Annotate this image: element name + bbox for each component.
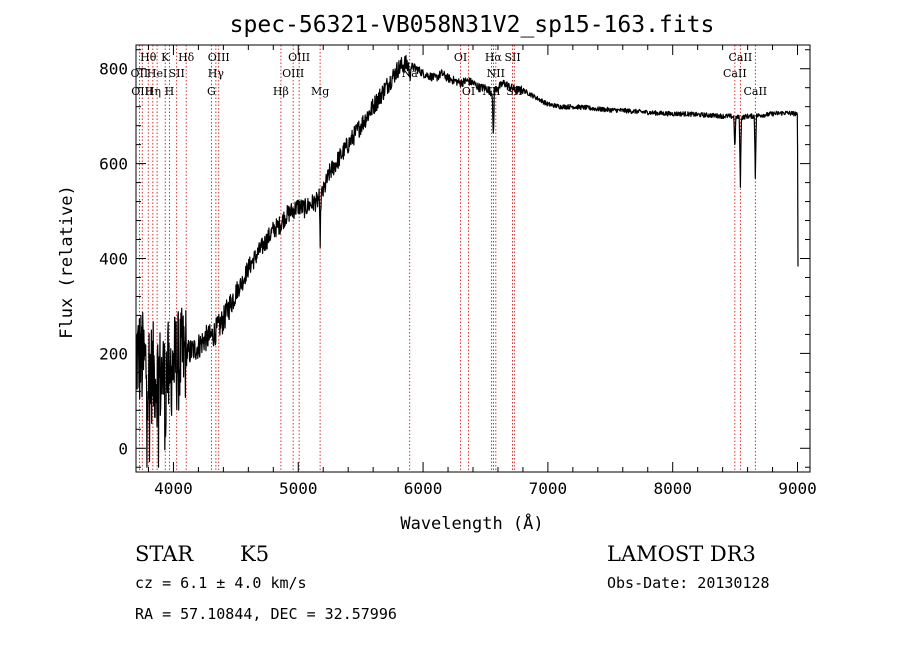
emission-line-label: HeI [147, 67, 167, 80]
x-tick-label: 9000 [778, 479, 817, 498]
emission-line-label: Hθ [140, 51, 157, 64]
x-tick-label: 7000 [529, 479, 568, 498]
emission-line-label: OIII [208, 51, 230, 64]
y-axis-ticks: 0 200 400 600 800 [99, 49, 810, 468]
emission-line-label: SII [169, 67, 185, 80]
emission-line-labels: OII OIII Hθ Hη HeI K H SII Hδ G Hγ OIII Hβ OIII OIII Mg… [131, 51, 768, 98]
emission-line-label: OII [131, 67, 149, 80]
coordinates: RA = 57.10844, DEC = 32.57996 [135, 605, 397, 623]
x-tick-label: 8000 [653, 479, 692, 498]
plot-frame [135, 44, 811, 473]
y-tick-label: 800 [99, 60, 128, 79]
emission-line-label: NII [487, 67, 505, 80]
observation-date: Obs-Date: 20130128 [607, 574, 770, 592]
spectrum-series-line [135, 54, 799, 468]
y-tick-label: 0 [118, 439, 128, 458]
emission-line-label: Hβ [273, 85, 289, 98]
emission-line-label: OIII [282, 67, 304, 80]
object-class: STAR [135, 542, 194, 566]
emission-line-label: OI [462, 85, 475, 98]
redshift-cz: cz = 6.1 ± 4.0 km/s [135, 574, 307, 592]
y-axis-label: Flux (relative) [57, 185, 77, 339]
x-axis-label: Wavelength (Å) [400, 512, 543, 534]
x-tick-label: 4000 [154, 479, 193, 498]
x-axis-ticks: 4000 5000 6000 7000 8000 9000 [147, 45, 817, 498]
emission-line-label: OIII [131, 85, 153, 98]
emission-line-label: H [165, 85, 175, 98]
emission-line-label: Hη [145, 85, 161, 98]
y-tick-label: 200 [99, 344, 128, 363]
emission-line-label: OIII [288, 51, 310, 64]
y-tick-label: 600 [99, 155, 128, 174]
emission-line-label: CaII [729, 51, 753, 64]
emission-line-label: SII [504, 51, 520, 64]
emission-line-label: Hγ [208, 67, 225, 80]
y-tick-label: 400 [99, 250, 128, 269]
emission-line-label: Hδ [178, 51, 195, 64]
chart-title: spec-56321-VB058N31V2_sp15-163.fits [230, 12, 715, 38]
emission-line-label: Mg [311, 85, 329, 98]
emission-line-markers [138, 45, 756, 472]
emission-line-label: CaII [743, 85, 767, 98]
survey-name: LAMOST DR3 [607, 542, 756, 566]
emission-line-label: Hα [485, 51, 503, 64]
emission-line-label: K [161, 51, 170, 64]
emission-line-label: G [207, 85, 216, 98]
emission-line-label: CaII [723, 67, 747, 80]
x-tick-label: 6000 [404, 479, 443, 498]
x-tick-label: 5000 [279, 479, 318, 498]
emission-line-label: OI [454, 51, 467, 64]
object-subclass: K5 [240, 542, 269, 566]
